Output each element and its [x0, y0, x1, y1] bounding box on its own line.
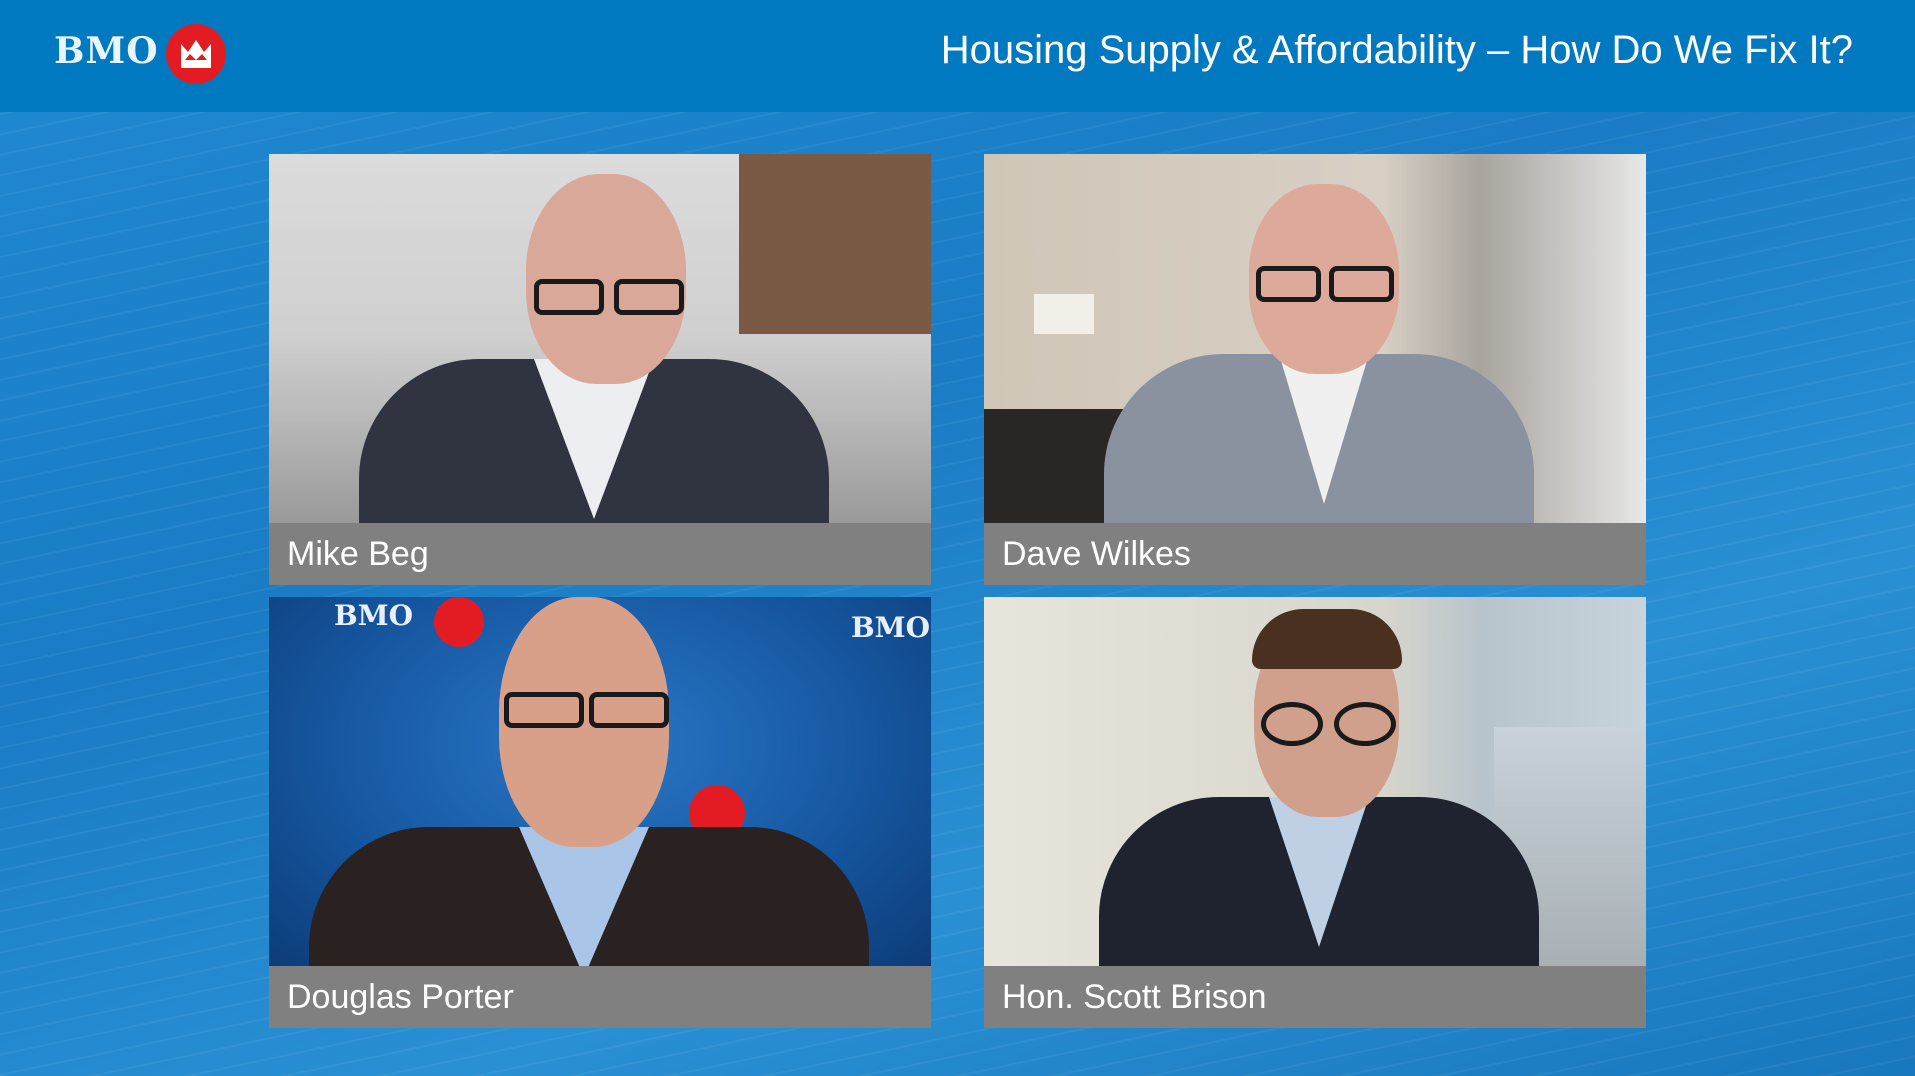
person-head — [499, 597, 669, 847]
participant-tile[interactable]: Dave Wilkes — [984, 154, 1646, 585]
participant-name: Dave Wilkes — [984, 523, 1646, 585]
glasses — [1256, 266, 1321, 302]
participant-name: Hon. Scott Brison — [984, 966, 1646, 1028]
bmo-roundel-icon — [166, 24, 226, 84]
participant-tile[interactable]: Mike Beg — [269, 154, 931, 585]
glasses — [589, 692, 669, 728]
glasses — [1329, 266, 1394, 302]
glasses — [534, 279, 604, 315]
glasses — [1261, 702, 1323, 746]
cabinet — [739, 154, 931, 334]
glasses — [1334, 702, 1396, 746]
video-feed: BMO BMO — [269, 597, 931, 966]
hair — [1252, 609, 1402, 669]
participant-name: Douglas Porter — [269, 966, 931, 1028]
video-feed — [984, 597, 1646, 966]
participant-tile[interactable]: Hon. Scott Brison — [984, 597, 1646, 1028]
person-head — [1249, 184, 1399, 374]
event-title: Housing Supply & Affordability – How Do … — [940, 28, 1853, 72]
backdrop-logo-text: BMO — [851, 611, 931, 644]
video-feed — [984, 154, 1646, 523]
header-bar: BMO Housing Supply & Affordability – How… — [0, 0, 1915, 112]
video-feed — [269, 154, 931, 523]
lamp — [1034, 294, 1094, 334]
glasses — [614, 279, 684, 315]
backdrop-logo-text: BMO — [334, 599, 414, 632]
participant-name: Mike Beg — [269, 523, 931, 585]
participant-tile[interactable]: BMO BMO Douglas Porter — [269, 597, 931, 1028]
glasses — [504, 692, 584, 728]
nightstand — [984, 409, 1124, 523]
bmo-logo-text: BMO — [54, 30, 159, 72]
bmo-roundel-icon — [434, 597, 484, 647]
